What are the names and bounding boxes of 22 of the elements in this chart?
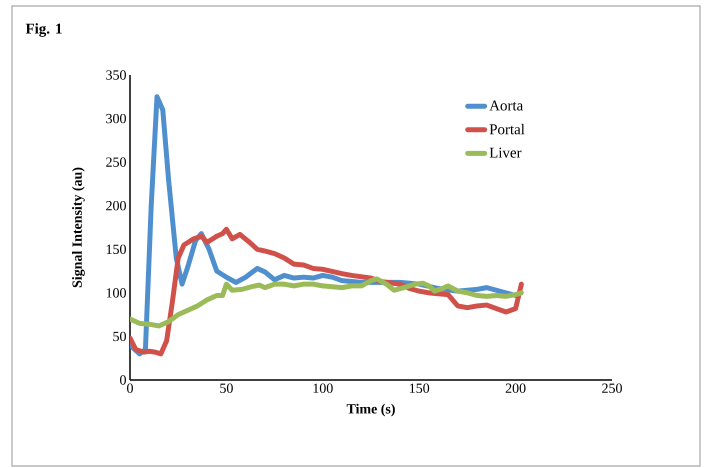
line-series <box>130 276 524 328</box>
chart-title: Fig. 1 <box>26 23 62 37</box>
y-tick-label: 50 <box>113 332 126 342</box>
y-tick-label: 350 <box>106 70 126 80</box>
line-series <box>130 226 524 356</box>
legend-label: Portal <box>490 124 525 134</box>
y-tick-label: 250 <box>106 157 126 167</box>
x-tick-label: 100 <box>314 384 333 393</box>
x-tick-label: 150 <box>410 384 430 393</box>
x-tick-label: 50 <box>220 384 233 393</box>
legend-label: Aorta <box>489 100 524 111</box>
y-tick-label: 150 <box>106 244 126 254</box>
y-tick-label: 300 <box>106 114 126 124</box>
legend-label: Liver <box>490 148 522 158</box>
y-axis-title: Signal Intensity (au) <box>72 168 85 288</box>
y-tick-label: 0 <box>120 375 126 385</box>
y-tick-label: 100 <box>106 288 126 298</box>
x-tick-label: 250 <box>602 384 622 393</box>
y-tick-label: 200 <box>106 201 126 210</box>
x-axis-title: Time (s) <box>346 404 395 416</box>
x-tick-label: 0 <box>127 384 133 393</box>
x-tick-label: 200 <box>506 384 526 393</box>
